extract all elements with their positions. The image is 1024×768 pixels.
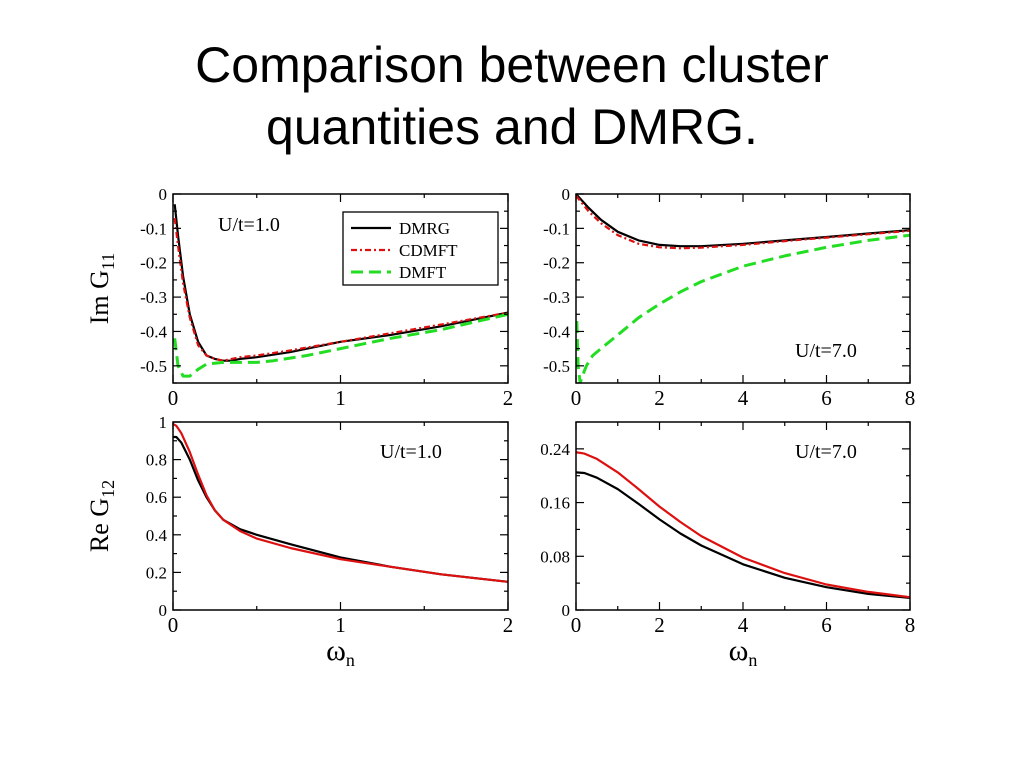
panel-annotation: U/t=1.0: [380, 441, 442, 463]
x-tick-label: 1: [335, 613, 346, 637]
x-tick-label: 6: [821, 386, 832, 410]
y-tick-label: 0.24: [540, 440, 570, 459]
y-tick-label: -0.1: [543, 219, 570, 238]
panel-annotation: U/t=7.0: [795, 340, 857, 362]
x-tick-label: 1: [335, 386, 346, 410]
y-tick-label: 0: [159, 185, 168, 204]
x-tick-label: 6: [821, 613, 832, 637]
chart-panel-top-right: 0 2 4 6 8 0 -0.1 -0.2 -0.3 -0.4 -0.5 U/t=7.0: [543, 185, 915, 410]
y-tick-label: -0.5: [140, 357, 167, 376]
y-tick-label: 0.2: [146, 563, 167, 582]
chart-panel-bottom-right: 0 2 4 6 8 0 0.08 0.16 0.24 U/t=7.0: [540, 421, 916, 637]
x-tick-label: 0: [168, 613, 179, 637]
y-tick-label: -0.2: [140, 254, 167, 273]
slide-title: Comparison between cluster quantities an…: [0, 34, 1024, 158]
panel-annotation: U/t=1.0: [218, 214, 280, 236]
x-tick-label: 2: [503, 613, 514, 637]
x-axis-label: ωn: [729, 634, 758, 670]
series-line-dmft: [173, 312, 508, 378]
legend-label-dmrg: DMRG: [399, 219, 450, 238]
x-tick-label: 2: [503, 386, 514, 410]
y-tick-label: -0.3: [543, 288, 570, 307]
x-tick-label: 0: [168, 386, 179, 410]
x-tick-label: 2: [654, 386, 665, 410]
x-tick-label: 0: [571, 613, 582, 637]
x-axis-label: ωn: [326, 634, 355, 670]
y-tick-label: 0.6: [146, 488, 167, 507]
panel-annotation: U/t=7.0: [795, 441, 857, 463]
x-tick-label: 0: [571, 386, 582, 410]
y-tick-label: -0.2: [543, 254, 570, 273]
legend-label-dmft: DMFT: [399, 263, 447, 282]
series-line-cdmft: [173, 422, 508, 583]
y-axis-label: Re G12: [85, 480, 118, 552]
slide-title-line-1: Comparison between cluster: [195, 37, 829, 93]
plot-frame: [172, 421, 509, 611]
chart-panel-top-left: 0 1 2 0 -0.1 -0.2 -0.3 -0.4 -0.5 U/t=1.0 DMRG CDMFT…: [140, 185, 513, 410]
legend-box: [342, 211, 499, 286]
y-tick-label: 0: [562, 601, 571, 620]
y-tick-label: -0.4: [140, 322, 167, 341]
slide-title-line-2: quantities and DMRG.: [266, 99, 758, 155]
x-tick-label: 4: [738, 386, 749, 410]
series-line-dmft: [576, 233, 910, 383]
x-tick-label: 8: [905, 613, 916, 637]
y-tick-label: 0.16: [540, 494, 570, 513]
series-line-cdmft: [576, 195, 910, 250]
series-line-cdmft: [173, 217, 508, 362]
y-axis-label: Im G11: [85, 253, 118, 325]
y-tick-label: 0.08: [540, 547, 570, 566]
legend-label-cdmft: CDMFT: [399, 241, 458, 260]
y-tick-label: -0.3: [140, 288, 167, 307]
x-tick-label: 4: [738, 613, 749, 637]
series-line-cdmft: [576, 451, 910, 599]
chart-panel-bottom-left: 0 1 2 0 0.2 0.4 0.6 0.8 1 U/t=1.0: [146, 413, 514, 637]
y-tick-label: 0: [562, 185, 571, 204]
y-tick-label: -0.4: [543, 322, 570, 341]
y-tick-label: 0.4: [146, 526, 168, 545]
x-tick-label: 2: [654, 613, 665, 637]
y-tick-label: 1: [159, 413, 168, 432]
x-tick-label: 8: [905, 386, 916, 410]
plot-frame: [575, 193, 911, 384]
plot-frame: [575, 421, 911, 611]
y-tick-label: 0.8: [146, 451, 167, 470]
series-line-dmrg: [576, 471, 910, 599]
y-tick-label: -0.1: [140, 219, 167, 238]
y-tick-label: -0.5: [543, 357, 570, 376]
y-tick-label: 0: [159, 601, 168, 620]
